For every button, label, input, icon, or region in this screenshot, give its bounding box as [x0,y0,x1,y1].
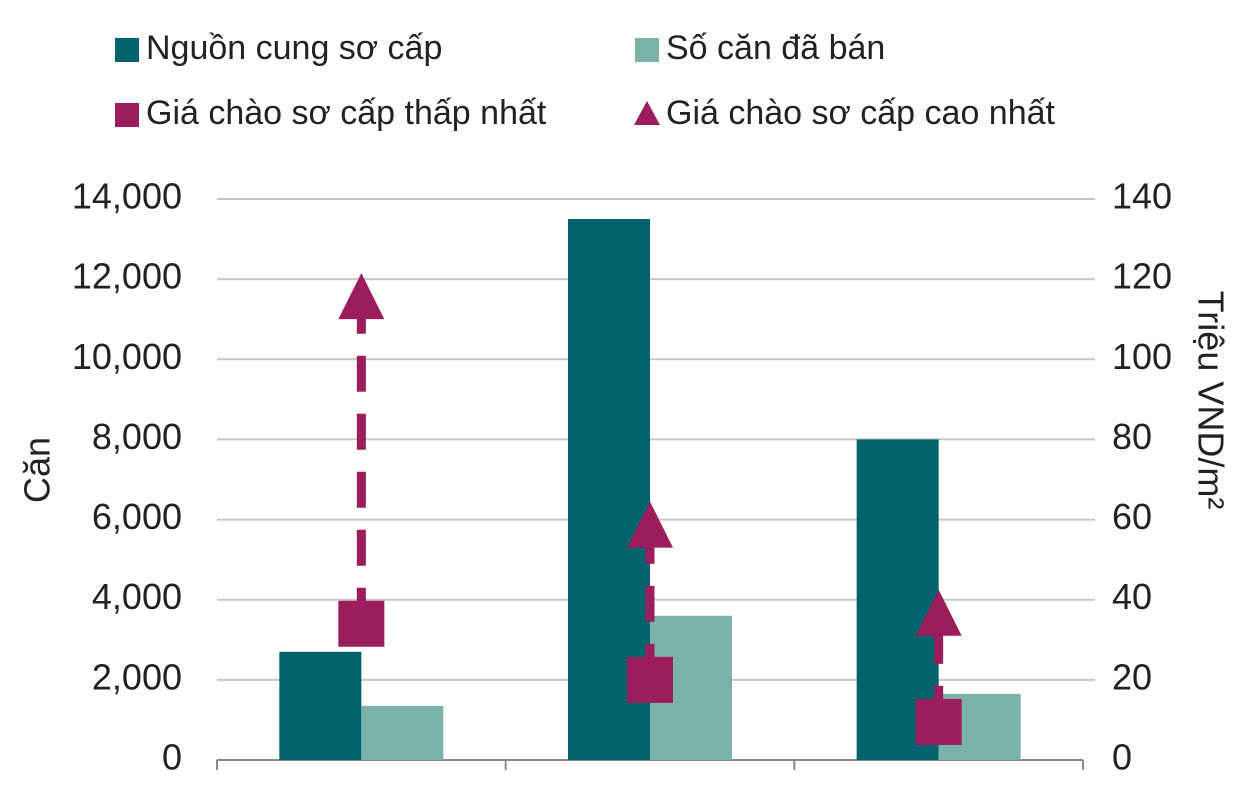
triangle-marker [627,501,673,548]
legend-swatch [115,38,139,62]
y2-tick-label: 60 [1112,496,1152,537]
y-tick-label: 12,000 [72,256,182,297]
y2-tick-label: 40 [1112,576,1152,617]
y-tick-label: 8,000 [92,416,182,457]
bar [361,705,444,760]
y2-tick-label: 140 [1112,176,1172,217]
y2-tick-label: 100 [1112,336,1172,377]
triangle-marker [338,273,385,320]
square-marker [627,656,673,703]
triangle-marker [915,589,962,636]
legend-swatch [634,101,660,125]
y-tick-label: 14,000 [72,176,182,217]
y2-axis-label: Triệu VND/m² [1190,291,1231,510]
legend-label: Giá chào sơ cấp thấp nhất [146,94,547,132]
y2-tick-label: 80 [1112,416,1152,457]
y-tick-label: 4,000 [92,576,182,617]
y-tick-label: 10,000 [72,336,182,377]
legend-label: Giá chào sơ cấp cao nhất [666,94,1056,132]
legend-label: Nguồn cung sơ cấp [146,29,442,67]
bar [279,651,362,760]
y2-tick-label: 120 [1112,256,1172,297]
legend-label: Số căn đã bán [666,29,885,67]
y-tick-label: 0 [162,737,182,778]
y-tick-label: 6,000 [92,496,182,537]
y-tick-label: 2,000 [92,656,182,697]
legend-swatch [115,103,139,127]
square-marker [338,600,385,647]
legend-swatch [635,38,659,62]
y-axis-label: Căn [17,437,58,503]
y2-tick-label: 0 [1112,737,1132,778]
square-marker [915,698,962,745]
y2-tick-label: 20 [1112,656,1152,697]
